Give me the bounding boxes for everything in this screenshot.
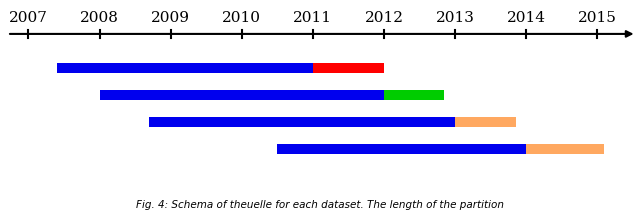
Bar bbox=[57, 63, 313, 73]
Text: 2011: 2011 bbox=[293, 11, 332, 25]
Text: 2009: 2009 bbox=[151, 11, 190, 25]
Bar bbox=[455, 117, 516, 127]
Bar bbox=[277, 144, 526, 154]
Text: 2013: 2013 bbox=[436, 11, 474, 25]
Text: 2008: 2008 bbox=[80, 11, 119, 25]
Text: 2010: 2010 bbox=[222, 11, 261, 25]
Text: 2014: 2014 bbox=[507, 11, 546, 25]
Bar bbox=[100, 90, 384, 100]
Text: 2007: 2007 bbox=[9, 11, 48, 25]
Text: Fig. 4: Schema of theuelle for each dataset. The length of the partition: Fig. 4: Schema of theuelle for each data… bbox=[136, 200, 504, 210]
Bar bbox=[384, 90, 444, 100]
Bar bbox=[313, 63, 384, 73]
Bar bbox=[149, 117, 455, 127]
Text: 2015: 2015 bbox=[578, 11, 617, 25]
Text: 2012: 2012 bbox=[365, 11, 403, 25]
Bar bbox=[526, 144, 604, 154]
